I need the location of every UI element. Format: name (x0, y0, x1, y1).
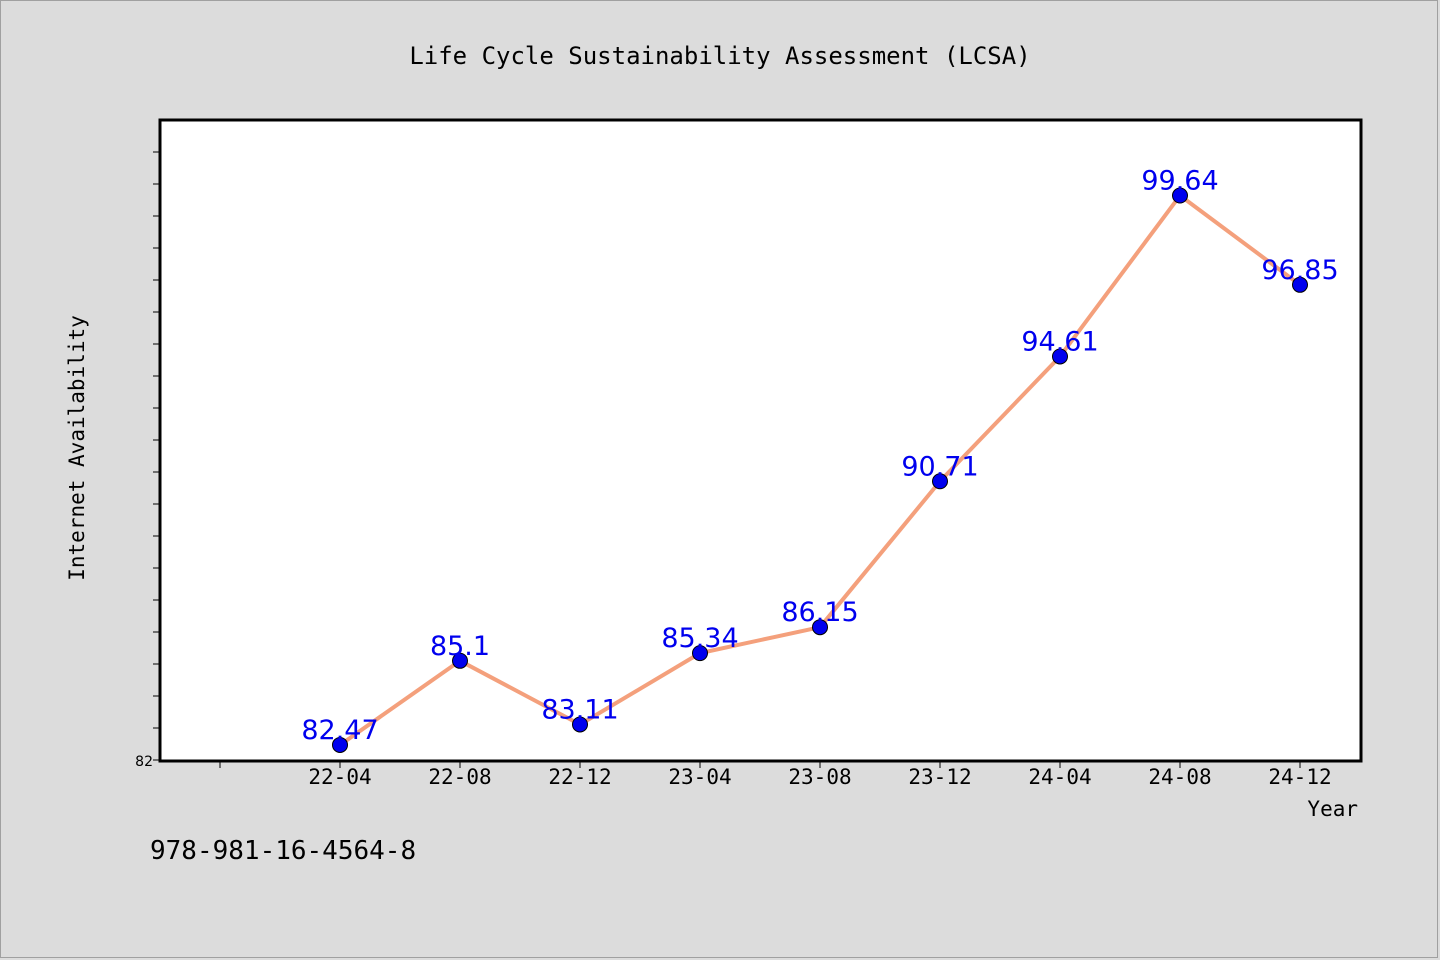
data-label: 82.47 (301, 715, 378, 746)
data-point (692, 645, 708, 662)
data-label: 85.34 (661, 623, 738, 654)
data-label: 90.71 (901, 451, 978, 482)
x-tick-label: 22-08 (428, 765, 491, 789)
y-axis-label: Internet Availability (65, 315, 89, 581)
data-point (332, 736, 348, 753)
x-tick-label: 22-04 (308, 765, 371, 789)
x-axis-ticks (219, 760, 1301, 768)
plot-area (158, 118, 1363, 763)
data-point (932, 473, 948, 490)
data-label: 85.1 (430, 631, 490, 662)
data-labels: 82.47 85.1 83.11 85.34 86.15 90.71 94.61 99.64 9… (301, 166, 1338, 746)
x-tick-labels: 22-04 22-08 22-12 23-04 23-08 23-12 24-04 24-08… (308, 765, 1331, 789)
x-tick-label: 22-12 (548, 765, 611, 789)
data-label: 83.11 (541, 694, 618, 725)
footer-code: 978-981-16-4564-8 (150, 836, 417, 866)
x-tick-label: 24-04 (1028, 765, 1091, 789)
data-label: 99.64 (1141, 166, 1218, 197)
x-tick-label: 23-04 (668, 765, 731, 789)
data-label: 96.85 (1261, 255, 1338, 286)
chart-title: Life Cycle Sustainability Assessment (LC… (409, 42, 1030, 70)
y-axis-ticks (153, 151, 160, 761)
x-tick-label: 24-12 (1268, 765, 1331, 789)
data-point (1052, 348, 1068, 365)
x-tick-label: 24-08 (1148, 765, 1211, 789)
data-label: 86.15 (781, 597, 858, 628)
data-label: 94.61 (1021, 326, 1098, 357)
data-point (1292, 276, 1308, 293)
x-tick-label: 23-12 (908, 765, 971, 789)
data-point (572, 716, 588, 733)
data-point (452, 652, 468, 669)
series-markers (332, 187, 1308, 753)
x-tick-label: 23-08 (788, 765, 851, 789)
data-point (812, 619, 828, 636)
y-tick-label: 82 (135, 754, 153, 770)
x-axis-label: Year (1307, 797, 1358, 821)
data-point (1172, 187, 1188, 204)
